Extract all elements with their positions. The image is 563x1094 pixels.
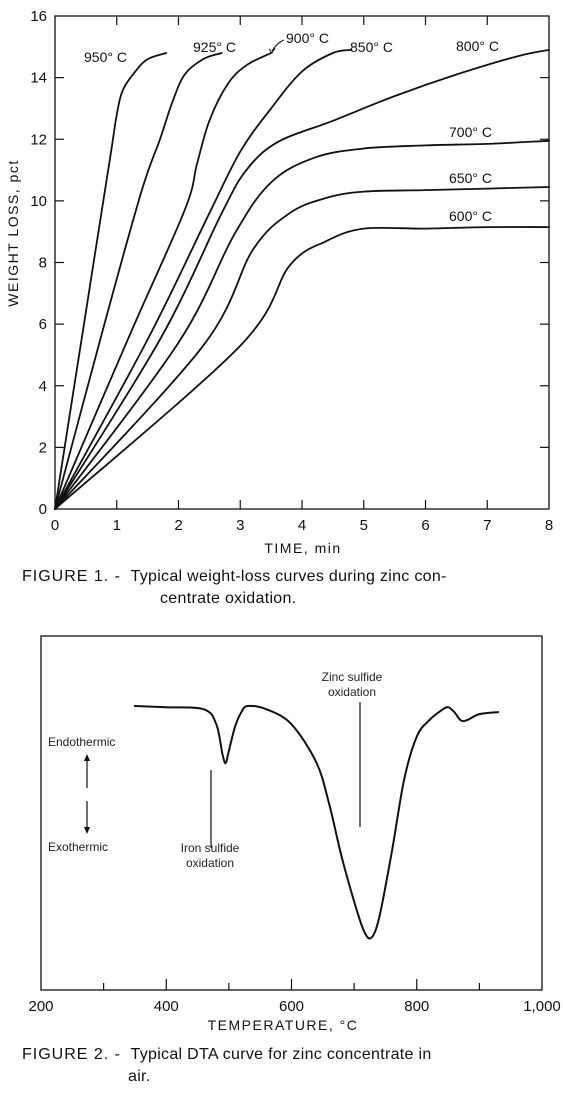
- y-tick-label: 0: [39, 501, 47, 518]
- figure-2-caption-line2: air.: [128, 1068, 151, 1085]
- series-line-800c: [54, 49, 550, 510]
- figure-2-caption: FIGURE 2. - Typical DTA curve for zinc c…: [22, 1044, 552, 1088]
- x-tick-label: 800: [404, 998, 429, 1015]
- series-line-850c: [54, 49, 353, 510]
- figure-1-caption-line1: Typical weight-loss curves during zinc c…: [130, 568, 447, 585]
- x-tick-label: 200: [28, 998, 53, 1015]
- series-label: 925° C: [193, 39, 236, 55]
- series-line-700c: [54, 139, 550, 510]
- series-label: 950° C: [84, 49, 127, 65]
- y-tick-label: 2: [39, 439, 47, 456]
- figure-1-label: FIGURE 1. -: [22, 568, 122, 585]
- endothermic-arrow-head: [84, 754, 90, 761]
- series-label: 650° C: [449, 170, 492, 186]
- legend-endothermic: Endothermic: [48, 735, 115, 749]
- x-tick-label: 4: [298, 517, 306, 534]
- x-tick-label: 8: [545, 517, 553, 534]
- y-tick-label: 4: [39, 378, 47, 395]
- figure-1-caption-line2: centrate oxidation.: [160, 590, 297, 607]
- x-tick-label: 0: [51, 517, 59, 534]
- x-tick-label: 3: [236, 517, 244, 534]
- series-line-900c: [54, 52, 272, 510]
- dta-x-axis-label: TEMPERATURE, °C: [208, 1017, 359, 1033]
- legend-exothermic: Exothermic: [48, 840, 108, 854]
- series-line-950c: [54, 52, 168, 510]
- series-label: 850° C: [350, 39, 393, 55]
- plot-frame: [40, 635, 543, 991]
- iron-sulfide-label-line1: Iron sulfide: [181, 841, 240, 855]
- zinc-sulfide-label-line2: oxidation: [328, 685, 376, 699]
- y-tick-label: 10: [30, 193, 47, 210]
- x-tick-label: 1: [113, 517, 121, 534]
- x-tick-label: 600: [279, 998, 304, 1015]
- series-line-600c: [54, 226, 550, 510]
- x-tick-label: 6: [421, 517, 429, 534]
- y-tick-label: 14: [30, 70, 47, 87]
- series-label-leader-arrow: [268, 47, 276, 54]
- x-tick-label: 7: [483, 517, 491, 534]
- x-tick-label: 1,000: [523, 998, 561, 1015]
- exothermic-arrow-head: [84, 827, 90, 834]
- series-label-leader: [271, 39, 285, 52]
- y-tick-label: 8: [39, 255, 47, 272]
- series-line-925c: [54, 52, 223, 510]
- y-tick-label: 12: [30, 131, 47, 148]
- series-label: 800° C: [456, 38, 499, 54]
- series-label: 900° C: [286, 30, 329, 46]
- y-axis-label: WEIGHT LOSS, pct: [5, 159, 21, 306]
- x-axis-label: TIME, min: [264, 540, 341, 556]
- x-tick-label: 5: [360, 517, 368, 534]
- zinc-sulfide-label-line1: Zinc sulfide: [322, 670, 383, 684]
- x-tick-label: 2: [174, 517, 182, 534]
- series-line-650c: [54, 186, 550, 510]
- dta-curve: [133, 704, 500, 940]
- x-tick-label: 400: [154, 998, 179, 1015]
- plot-frame: [54, 15, 550, 510]
- iron-sulfide-label-line2: oxidation: [186, 856, 234, 870]
- y-tick-label: 6: [39, 316, 47, 333]
- series-label: 700° C: [449, 124, 492, 140]
- series-label: 600° C: [449, 208, 492, 224]
- figure-2-label: FIGURE 2. -: [22, 1046, 122, 1063]
- figure-1-caption: FIGURE 1. - Typical weight-loss curves d…: [22, 566, 552, 610]
- y-tick-label: 16: [30, 8, 47, 25]
- figure-2-caption-line1: Typical DTA curve for zinc concentrate i…: [130, 1046, 432, 1063]
